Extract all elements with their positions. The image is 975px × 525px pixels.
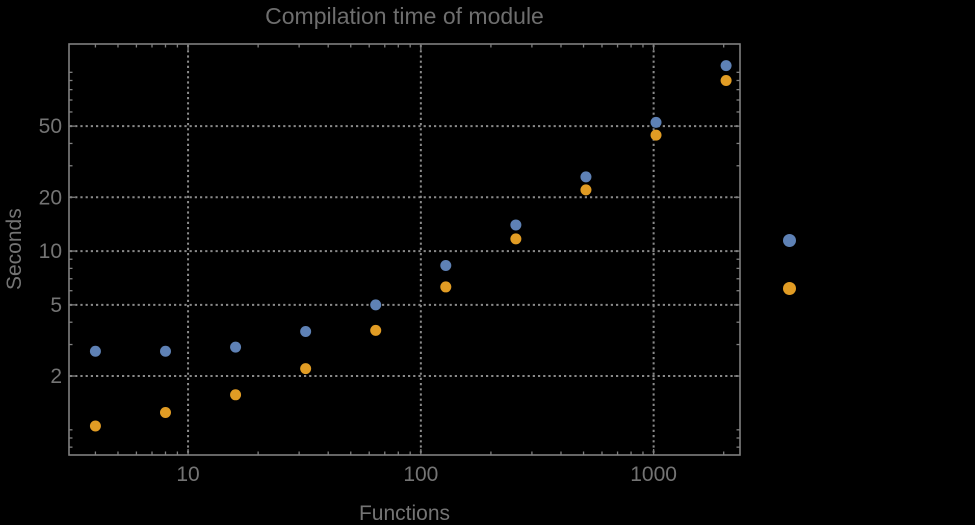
y-tick-label: 20 (39, 186, 62, 209)
data-point-series-2-orange (650, 129, 662, 141)
data-point-series-2-orange (300, 363, 312, 375)
y-tick-label: 10 (39, 240, 62, 263)
legend-marker-series-2 (783, 282, 796, 295)
plot-frame (68, 43, 741, 456)
data-point-series-1-blue (370, 299, 382, 311)
data-point-series-2-orange (89, 420, 101, 432)
legend-marker-series-1 (783, 234, 796, 247)
legend (783, 234, 796, 295)
data-point-series-2-orange (370, 324, 382, 336)
data-point-series-1-blue (650, 116, 662, 128)
data-point-series-1-blue (580, 171, 592, 183)
y-tick-label: 5 (50, 294, 62, 317)
x-tick-label: 100 (403, 463, 438, 486)
x-tick-label: 1000 (630, 463, 677, 486)
data-point-series-1-blue (230, 341, 242, 353)
x-axis-label: Functions (358, 502, 451, 525)
data-point-series-1-blue (89, 345, 101, 357)
data-point-series-1-blue (510, 219, 522, 231)
data-point-series-2-orange (440, 281, 452, 293)
data-point-series-1-blue (159, 345, 171, 357)
data-point-series-2-orange (580, 184, 592, 196)
data-point-series-2-orange (230, 389, 242, 401)
x-tick-label: 10 (176, 463, 199, 486)
y-axis-label: Seconds (3, 208, 26, 290)
data-point-series-2-orange (720, 74, 732, 86)
y-tick-label: 2 (50, 365, 62, 388)
data-point-series-1-blue (440, 260, 452, 272)
data-point-series-1-blue (720, 60, 732, 72)
data-point-series-1-blue (300, 325, 312, 337)
chart-title: Compilation time of module (265, 3, 544, 29)
data-point-series-2-orange (159, 406, 171, 418)
data-point-series-2-orange (510, 233, 522, 245)
y-tick-label: 50 (39, 115, 62, 138)
